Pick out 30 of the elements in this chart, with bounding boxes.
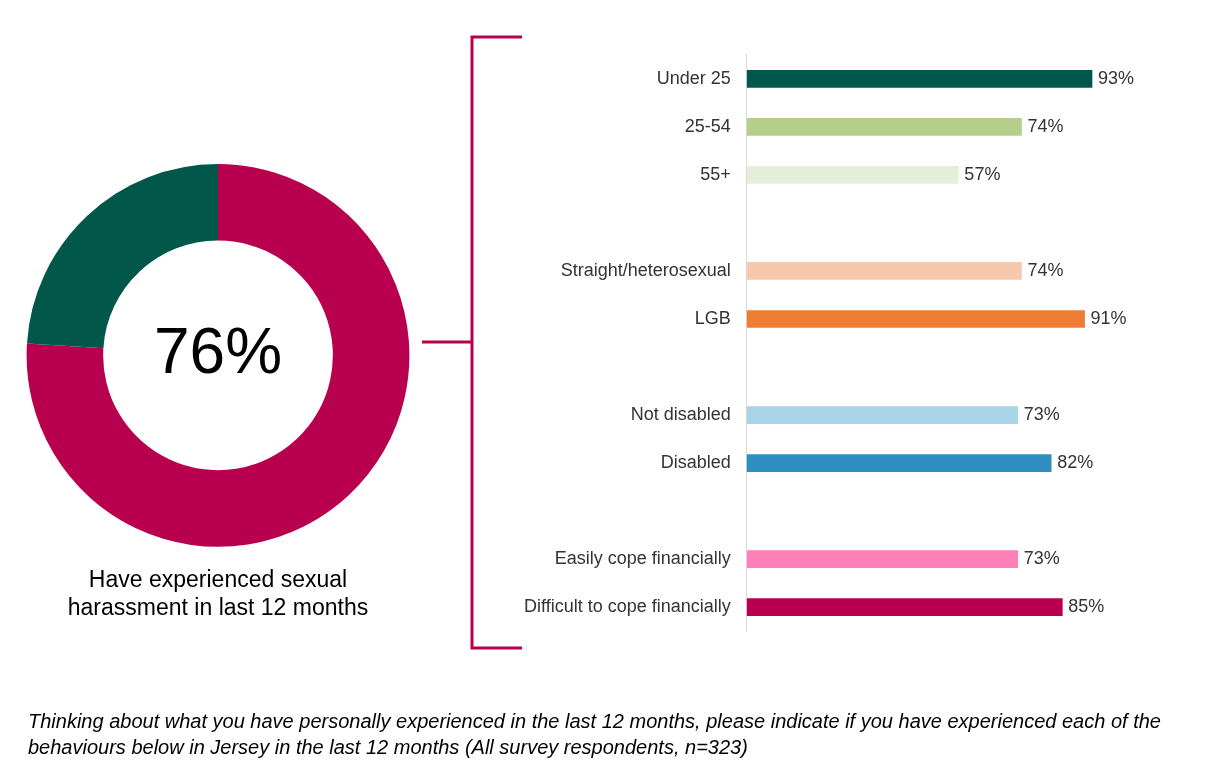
data-label: 93% bbox=[1098, 67, 1135, 88]
data-label: 73% bbox=[1023, 548, 1060, 569]
data-label: 73% bbox=[1023, 404, 1060, 425]
data-label: 91% bbox=[1090, 307, 1127, 328]
bar bbox=[746, 69, 1093, 88]
bar bbox=[746, 166, 959, 184]
y-tick-label: Difficult to cope financially bbox=[523, 596, 731, 617]
data-label: 85% bbox=[1068, 596, 1105, 617]
y-tick-label: 55+ bbox=[700, 163, 731, 184]
bar bbox=[746, 310, 1085, 328]
bar bbox=[746, 406, 1019, 424]
y-tick-label: LGB bbox=[694, 307, 731, 328]
y-tick-label: Straight/heterosexual bbox=[560, 259, 731, 280]
bar bbox=[746, 454, 1052, 472]
y-tick-label: Not disabled bbox=[630, 404, 731, 425]
y-tick-label: Disabled bbox=[660, 452, 731, 473]
y-tick-label: 25-54 bbox=[684, 115, 731, 136]
bar bbox=[746, 118, 1022, 136]
data-label: 57% bbox=[964, 163, 1001, 184]
y-tick-label: Easily cope financially bbox=[554, 548, 731, 569]
data-label: 74% bbox=[1027, 115, 1064, 136]
bar bbox=[746, 598, 1063, 617]
bar bbox=[746, 550, 1019, 568]
data-label: 74% bbox=[1027, 259, 1064, 280]
data-label: 76% bbox=[153, 315, 283, 388]
text: Thinking about what you have personally experienced in the last 12 months, please indicate if you have experienced each of the behaviours below in Jersey in the last 12 months (All survey respondents, n=323) bbox=[28, 709, 1162, 760]
data-label: 82% bbox=[1057, 452, 1094, 473]
y-tick-label: Under 25 bbox=[656, 67, 731, 88]
text: Have experienced sexual harassment in last 12 months bbox=[67, 565, 369, 620]
bar bbox=[746, 262, 1022, 280]
